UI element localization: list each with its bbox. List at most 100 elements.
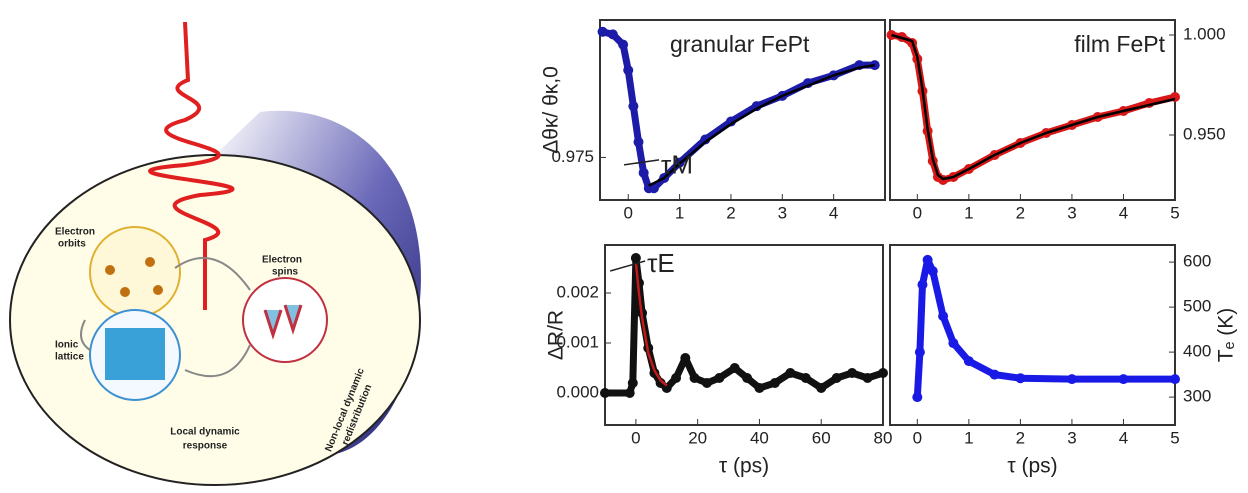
data-point bbox=[701, 378, 712, 388]
annotation-pointer bbox=[609, 260, 646, 272]
data-point bbox=[700, 134, 711, 145]
data-point bbox=[633, 137, 644, 148]
data-point bbox=[680, 353, 691, 363]
x-tick-label: 20 bbox=[688, 428, 707, 447]
data-point bbox=[927, 266, 938, 277]
panel bbox=[604, 244, 884, 426]
x-tick-label: 2 bbox=[1016, 428, 1025, 447]
y-tick-label: 500 bbox=[1183, 297, 1211, 316]
data-point bbox=[1015, 373, 1026, 384]
label: spins bbox=[272, 267, 299, 278]
y-tick-label: 600 bbox=[1183, 252, 1211, 271]
x-axis-label: τ (ps) bbox=[719, 455, 769, 478]
x-tick-label: 0 bbox=[913, 203, 922, 222]
orbit-circle bbox=[89, 226, 181, 318]
fit-line bbox=[891, 33, 1176, 181]
annotation: τE bbox=[647, 248, 675, 278]
data-point bbox=[847, 368, 858, 378]
x-tick-label: 3 bbox=[1067, 428, 1076, 447]
x-tick-label: 5 bbox=[1170, 428, 1179, 447]
x-tick-label: 0 bbox=[624, 203, 633, 222]
label: lattice bbox=[55, 352, 84, 363]
x-tick-label: 4 bbox=[1119, 203, 1128, 222]
data-point bbox=[862, 373, 873, 383]
y-tick-label: 0.950 bbox=[1183, 124, 1226, 143]
x-tick-label: 1 bbox=[675, 203, 684, 222]
y-tick-label: 400 bbox=[1183, 342, 1211, 361]
x-tick-label: 4 bbox=[829, 203, 838, 222]
x-tick-label: 2 bbox=[726, 203, 735, 222]
data-point bbox=[597, 26, 608, 37]
data-point bbox=[869, 60, 880, 71]
fit-line bbox=[648, 63, 875, 187]
data-point bbox=[1118, 374, 1129, 385]
data-point bbox=[914, 347, 925, 358]
panel bbox=[599, 19, 886, 201]
y-tick-label: 300 bbox=[1183, 387, 1211, 406]
data-point bbox=[816, 383, 827, 393]
data-point bbox=[714, 373, 725, 383]
data-point bbox=[638, 167, 649, 178]
data-point bbox=[938, 311, 949, 322]
data-trace bbox=[913, 256, 1175, 398]
data-point bbox=[630, 253, 641, 263]
data-point bbox=[963, 356, 974, 367]
x-tick-label: 0 bbox=[913, 428, 922, 447]
y-tick-label: 0.000 bbox=[556, 382, 599, 401]
data-point bbox=[922, 254, 933, 265]
x-tick-label: 80 bbox=[874, 428, 893, 447]
diagram: Electron orbits Electron spins Ionic lat… bbox=[9, 21, 421, 486]
data-point bbox=[627, 378, 638, 388]
data-point bbox=[769, 378, 780, 388]
data-point bbox=[800, 373, 811, 383]
data-point bbox=[607, 29, 618, 40]
data-point bbox=[878, 368, 888, 378]
lattice bbox=[105, 328, 165, 380]
annotation: τM bbox=[661, 150, 693, 180]
label: response bbox=[183, 441, 228, 452]
y-axis-label: Tₑ (K) bbox=[1215, 308, 1238, 362]
y-tick-label: 0.975 bbox=[551, 147, 594, 166]
data-point bbox=[785, 368, 796, 378]
annotation-pointer bbox=[623, 159, 660, 166]
x-tick-label: 3 bbox=[1067, 203, 1076, 222]
spin-circle bbox=[242, 277, 328, 363]
data-point bbox=[742, 373, 753, 383]
data-point bbox=[689, 373, 700, 383]
data-point bbox=[912, 392, 923, 403]
x-tick-label: 4 bbox=[1119, 428, 1128, 447]
panel bbox=[889, 19, 1176, 201]
x-tick-label: 1 bbox=[964, 428, 973, 447]
x-tick-label: 1 bbox=[964, 203, 973, 222]
label: Ionic bbox=[55, 340, 79, 351]
x-tick-label: 2 bbox=[1016, 203, 1025, 222]
label: orbits bbox=[58, 239, 86, 250]
x-tick-label: 3 bbox=[778, 203, 787, 222]
data-point bbox=[917, 279, 928, 290]
x-tick-label: 5 bbox=[1170, 203, 1179, 222]
x-tick-label: 0 bbox=[631, 428, 640, 447]
y-tick-label: 0.002 bbox=[556, 282, 599, 301]
arrows bbox=[80, 257, 251, 378]
data-point bbox=[754, 383, 765, 393]
data-point bbox=[600, 388, 610, 398]
x-axis-label: τ (ps) bbox=[1007, 455, 1057, 478]
data-point bbox=[671, 373, 682, 383]
panel-title: granular FePt bbox=[670, 31, 810, 57]
label: Local dynamic bbox=[170, 427, 240, 438]
data-point bbox=[623, 65, 634, 76]
spins bbox=[263, 304, 303, 340]
laser-pulse bbox=[148, 21, 235, 310]
data-point bbox=[618, 39, 629, 50]
data-point bbox=[1066, 374, 1077, 385]
data-point bbox=[1170, 374, 1180, 385]
data-point bbox=[661, 383, 672, 393]
label: Electron bbox=[55, 227, 95, 238]
y-tick-label: 1.000 bbox=[1183, 24, 1226, 43]
data-point bbox=[989, 369, 1000, 380]
y-tick-label: 0.001 bbox=[556, 332, 599, 351]
data-point bbox=[831, 373, 842, 383]
panel-title: film FePt bbox=[1074, 31, 1165, 57]
data-point bbox=[628, 101, 639, 112]
